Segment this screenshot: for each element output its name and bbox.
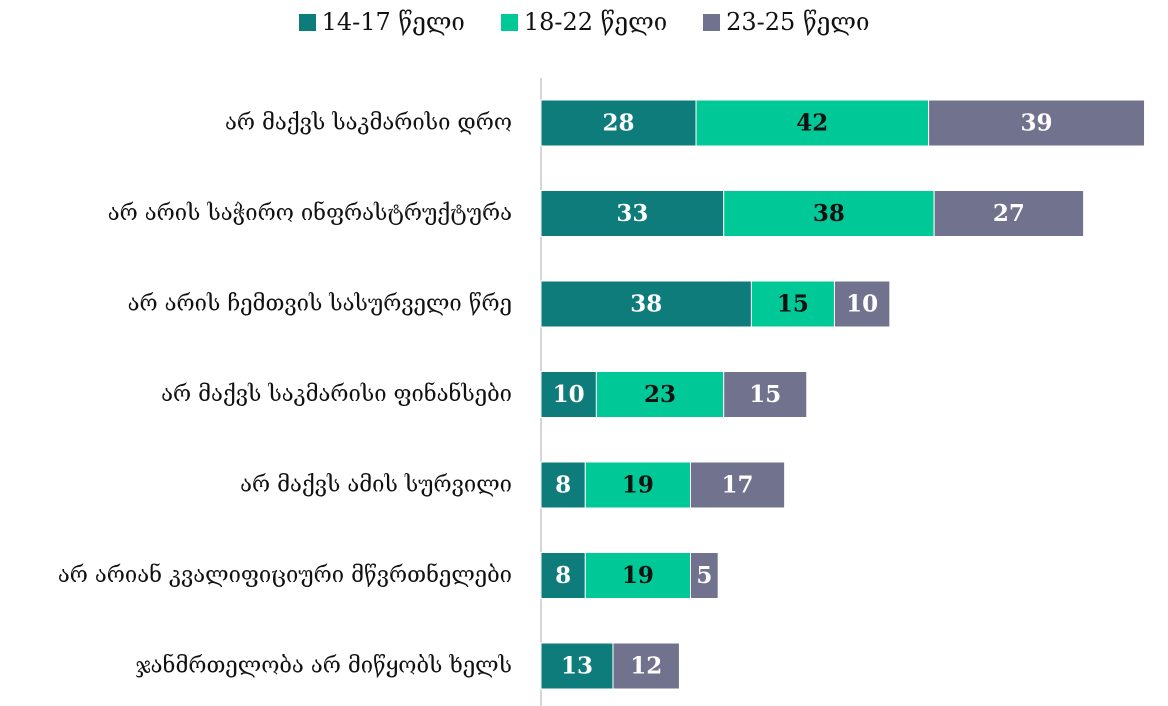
bar-segment (540, 461, 586, 509)
data-label: 28 (603, 110, 635, 137)
data-label: 17 (722, 472, 754, 499)
legend-label-14-17: 14-17 წელი (321, 8, 465, 36)
data-label: 38 (813, 200, 845, 227)
bar-segment (612, 642, 680, 690)
data-label: 27 (993, 200, 1025, 227)
category-label: არ არიან კვალიფიციური მწვრთნელები (58, 562, 512, 588)
data-label: 15 (749, 381, 781, 408)
data-label: 10 (846, 291, 878, 318)
data-label: 15 (777, 291, 809, 318)
bar-segment (723, 190, 935, 237)
bar-segment (595, 371, 725, 418)
data-label: 8 (555, 562, 571, 589)
category-label: არ არის ჩემთვის სასურველი წრე (128, 292, 512, 317)
legend-swatch-14-17 (298, 13, 316, 31)
bar-segment (689, 461, 786, 509)
legend-swatch-18-22 (500, 13, 518, 31)
data-label: 8 (555, 472, 571, 499)
category-label: არ მაქვს ამის სურვილი (240, 473, 512, 498)
bar-segment (584, 552, 691, 599)
data-label: 42 (796, 110, 828, 137)
category-label: არ მაქვს საკმარისი ფინანსები (161, 381, 512, 407)
data-label: 39 (1021, 110, 1053, 137)
category-label: ჯანმრთელობა არ მიწყობს ხელს (136, 653, 512, 679)
data-label: 13 (561, 653, 593, 680)
category-label: არ მაქვს საკმარისი დრო (225, 111, 512, 136)
data-label: 38 (630, 291, 662, 318)
bar-segment (723, 371, 808, 418)
bar-segment (928, 99, 1146, 147)
data-label: 5 (696, 562, 712, 589)
data-label: 33 (616, 200, 648, 227)
bar-segment (584, 461, 691, 509)
data-label: 19 (622, 472, 654, 499)
bar-segment (540, 642, 614, 690)
data-label: 10 (553, 381, 585, 408)
data-label: 12 (630, 653, 662, 680)
legend-label-18-22: 18-22 წელი (523, 8, 668, 36)
legend-item-18-22: 18-22 წელი (500, 8, 668, 36)
bar-segment (540, 190, 725, 237)
data-label: 19 (622, 562, 654, 589)
legend-label-23-25: 23-25 წელი (726, 8, 870, 36)
bar-segment (540, 280, 752, 328)
legend-swatch-23-25 (703, 13, 721, 31)
bar-segment (750, 280, 835, 328)
bar-segment (689, 552, 719, 599)
legend: 14-17 წელი 18-22 წელი 23-25 წელი (0, 8, 1168, 36)
legend-item-23-25: 23-25 წელი (703, 8, 869, 36)
legend-item-14-17: 14-17 წელი (298, 8, 465, 36)
data-label: 23 (644, 381, 676, 408)
bar-segment (833, 280, 891, 328)
bar-segment (540, 99, 697, 147)
category-label: არ არის საჭირო ინფრასტრუქტურა (108, 200, 512, 226)
bar-segment (933, 190, 1085, 237)
